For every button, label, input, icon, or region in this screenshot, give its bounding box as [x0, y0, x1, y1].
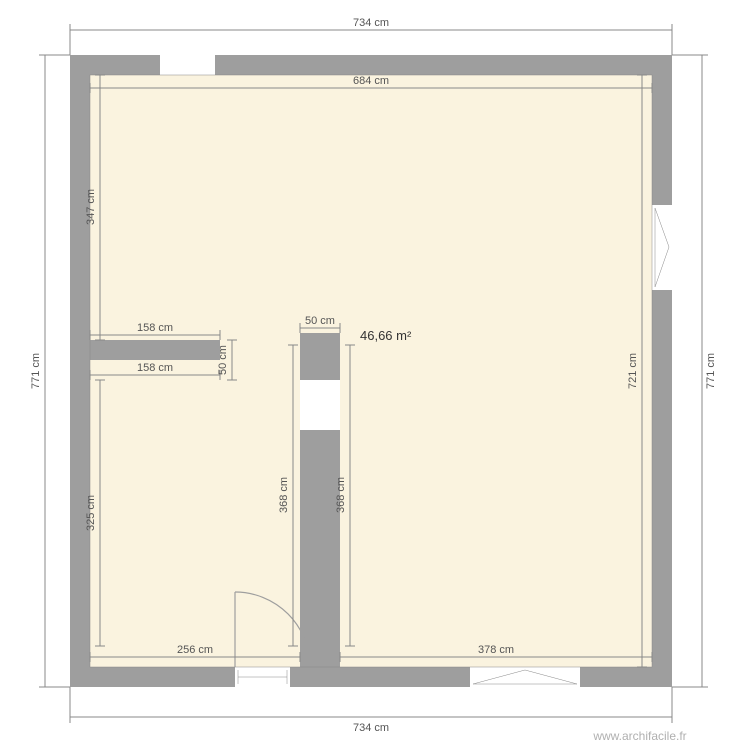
wall-left: [70, 55, 90, 687]
svg-text:256 cm: 256 cm: [177, 644, 213, 656]
svg-text:158 cm: 158 cm: [137, 362, 173, 374]
svg-text:721 cm: 721 cm: [627, 353, 639, 389]
svg-text:347 cm: 347 cm: [85, 189, 97, 225]
svg-text:771 cm: 771 cm: [30, 353, 42, 389]
watermark: www.archifacile.fr: [592, 729, 686, 743]
svg-text:734 cm: 734 cm: [353, 722, 389, 734]
svg-text:771 cm: 771 cm: [705, 353, 717, 389]
svg-text:378 cm: 378 cm: [478, 644, 514, 656]
svg-text:158 cm: 158 cm: [137, 322, 173, 334]
top-opening: [160, 55, 215, 75]
floorplan-canvas: 46,66 m² 734 cm 734 cm 771 cm 771 cm 684 cm…: [0, 0, 750, 750]
svg-text:368 cm: 368 cm: [278, 477, 290, 513]
area-label: 46,66 m²: [360, 328, 412, 343]
svg-text:50 cm: 50 cm: [217, 345, 229, 375]
svg-text:50 cm: 50 cm: [305, 315, 335, 327]
svg-text:734 cm: 734 cm: [353, 17, 389, 29]
partition-door-gap: [300, 380, 340, 430]
wall-right: [652, 55, 672, 687]
wall-bottom: [70, 667, 672, 687]
svg-text:325 cm: 325 cm: [85, 495, 97, 531]
svg-text:684 cm: 684 cm: [353, 75, 389, 87]
svg-text:368 cm: 368 cm: [335, 477, 347, 513]
floor-area: [90, 75, 652, 667]
hall-stub-wall: [90, 340, 220, 360]
